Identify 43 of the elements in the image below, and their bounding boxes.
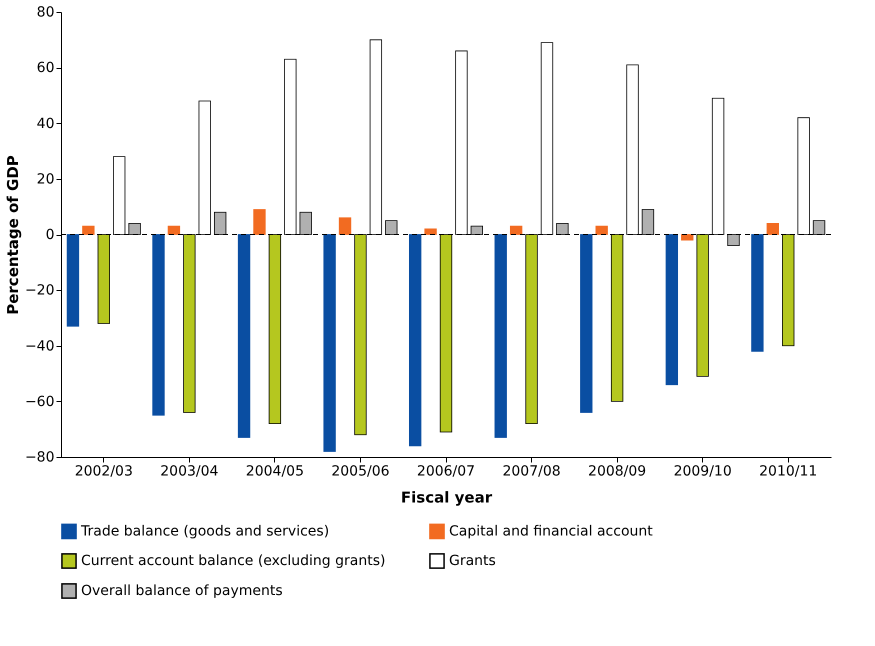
- legend-label: Trade balance (goods and services): [80, 523, 330, 540]
- bar: [766, 222, 779, 235]
- legend-label: Current account balance (excluding grants): [81, 553, 386, 569]
- bar: [510, 226, 522, 235]
- y-axis-title: Percentage of GDP: [4, 155, 22, 315]
- bar: [338, 217, 352, 235]
- bar: [323, 234, 336, 452]
- y-tick-label: 40: [36, 116, 54, 132]
- x-tick-label: 2005/06: [331, 464, 390, 480]
- bar: [580, 234, 592, 413]
- bar: [238, 234, 250, 438]
- legend-label: Overall balance of payments: [81, 583, 283, 599]
- bar: [66, 234, 80, 327]
- x-tick-label: 2003/04: [160, 464, 218, 480]
- x-tick-label: 2002/03: [74, 464, 133, 480]
- bar: [152, 234, 165, 416]
- bar: [751, 234, 764, 352]
- bar: [82, 226, 95, 235]
- x-tick-label: 2004/05: [246, 464, 304, 480]
- y-tick-label: 20: [36, 171, 54, 188]
- y-tick-label: −20: [24, 282, 54, 299]
- x-tick-label: 2008/09: [588, 464, 646, 480]
- x-tick-label: 2006/07: [416, 464, 476, 480]
- bar: [168, 226, 180, 235]
- y-tick-label: 60: [36, 60, 54, 76]
- bar: [494, 234, 507, 438]
- y-tick-label: 80: [36, 4, 54, 20]
- bar: [424, 228, 437, 235]
- y-tick-label: −40: [24, 338, 54, 354]
- y-tick-label: −60: [24, 394, 54, 410]
- bar: [596, 226, 608, 235]
- legend-label: Capital and financial account: [449, 523, 654, 540]
- x-tick-label: 2009/10: [674, 464, 732, 480]
- x-tick-label: 2007/08: [502, 464, 561, 480]
- x-tick-label: 2010/11: [759, 464, 818, 480]
- legend-label: Grants: [449, 553, 496, 569]
- bar: [408, 234, 422, 446]
- bar: [666, 234, 678, 386]
- y-tick-label: −80: [24, 450, 54, 466]
- x-axis-title: Fiscal year: [400, 488, 493, 506]
- y-tick-label: 0: [46, 227, 54, 243]
- bar: [681, 234, 694, 240]
- bar: [253, 209, 266, 235]
